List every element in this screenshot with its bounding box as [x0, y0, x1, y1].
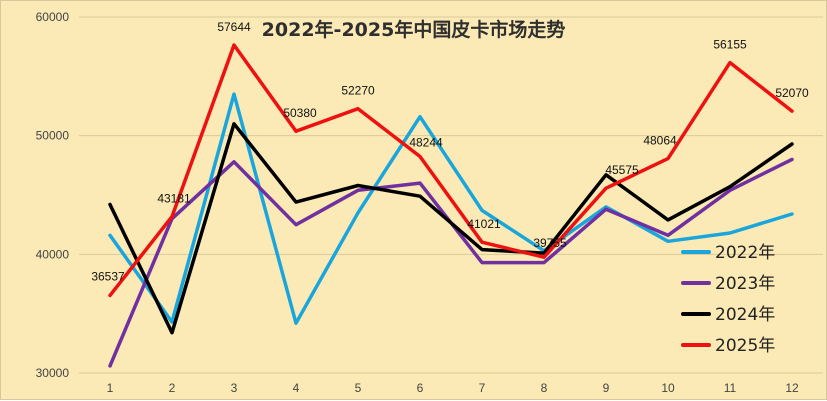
x-tick-label-8: 9 [603, 381, 610, 395]
x-tick-label-0: 1 [107, 381, 114, 395]
data-label-4-1: 36537 [91, 269, 125, 283]
data-label-4-7: 41021 [467, 217, 501, 231]
x-tick-label-11: 12 [785, 381, 799, 395]
chart-title: 2022年-2025年中国皮卡市场走势 [261, 19, 566, 41]
x-tick-label-3: 4 [293, 381, 300, 395]
x-tick-label-4: 5 [355, 381, 362, 395]
series-line-4 [108, 43, 794, 298]
legend-label-4: 2025年 [715, 336, 775, 356]
x-tick-label-9: 10 [661, 381, 675, 395]
y-tick-label-1: 40000 [36, 247, 70, 261]
data-label-4-3: 57644 [217, 20, 251, 34]
series-line-3 [108, 122, 794, 335]
x-tick-label-1: 2 [169, 381, 176, 395]
x-tick-label-7: 8 [541, 381, 548, 395]
data-label-4-4: 50380 [283, 106, 317, 120]
series-line-2 [108, 157, 794, 368]
legend-label-1: 2022年 [715, 243, 775, 263]
x-tick-label-2: 3 [231, 381, 238, 395]
legend-label-2: 2023年 [715, 274, 775, 294]
series-line-1 [108, 92, 794, 325]
data-label-4-10: 48064 [643, 134, 677, 148]
x-tick-label-6: 7 [479, 381, 486, 395]
data-label-4-6: 48244 [409, 136, 443, 150]
data-label-4-9: 45575 [605, 163, 639, 177]
data-label-4-2: 43181 [157, 192, 191, 206]
y-tick-label-2: 50000 [36, 129, 70, 143]
y-tick-label-3: 60000 [36, 10, 70, 24]
data-label-4-12: 52070 [775, 86, 809, 100]
legend-label-3: 2024年 [715, 305, 775, 325]
data-label-4-11: 56155 [713, 38, 747, 52]
y-tick-label-0: 30000 [36, 366, 70, 380]
data-label-4-8: 39755 [533, 236, 567, 250]
x-tick-label-5: 6 [417, 381, 424, 395]
x-tick-label-10: 11 [724, 381, 737, 395]
data-label-4-5: 52270 [341, 84, 375, 98]
